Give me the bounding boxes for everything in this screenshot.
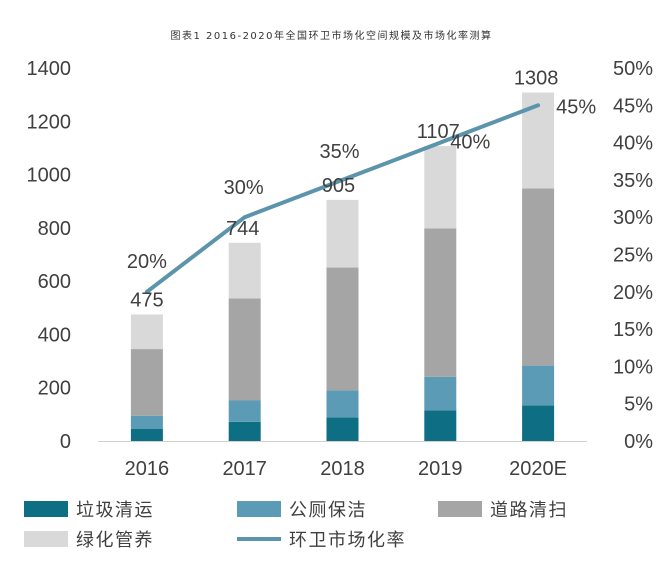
y-right-tick-label: 40% [613,133,653,155]
bar-segment [424,228,457,377]
bar-segment [326,199,359,268]
x-tick-label: 2020E [509,458,567,480]
total-data-label: 905 [322,175,355,197]
total-data-label: 1308 [514,68,559,90]
y-left-tick-label: 600 [38,271,71,293]
bar-segment [522,405,555,441]
bar-segment [130,415,163,430]
total-data-label: 1107 [417,121,460,143]
bar-segment [424,146,457,229]
x-tick-label: 2019 [418,458,463,480]
rate-point [341,178,344,182]
bar-segment [130,349,163,416]
rate-point [243,215,247,219]
y-right-tick-label: 25% [613,245,653,267]
y-right-tick-label: 35% [613,170,653,192]
bar-segment [326,417,359,441]
bar-segment [326,267,359,391]
y-right-tick-label: 20% [613,282,653,304]
rate-point [145,290,149,294]
bar-segment [130,429,163,441]
rate-data-label: 45% [556,96,596,118]
bar-segment [326,390,359,418]
y-left-tick-label: 800 [38,218,71,240]
bar-segment [424,410,457,441]
y-right-tick-label: 30% [613,207,653,229]
rate-data-label: 35% [319,141,359,163]
bar-segment [522,365,555,406]
y-right-tick-label: 50% [613,58,653,80]
bar-segment [228,400,261,422]
bar-segment [130,314,163,350]
total-data-label: 475 [130,289,163,311]
bar-segment [228,242,261,299]
x-tick-label: 2017 [222,458,267,480]
rate-data-label: 30% [224,177,264,199]
bar-segment [424,376,457,411]
y-right-tick-label: 15% [613,319,653,341]
chart-title: 图表1 2016-2020年全国环卫市场化空间规模及市场化率测算 [170,31,493,42]
y-right-tick-label: 5% [624,394,653,416]
rate-data-label: 20% [127,251,167,273]
y-left-tick-label: 1000 [27,165,72,187]
y-left-tick-label: 0 [60,431,71,453]
y-left-tick-label: 200 [38,378,71,400]
rate-point [438,141,442,145]
y-left-tick-label: 400 [38,324,71,346]
total-data-label: 744 [226,218,259,240]
bar-segment [228,421,261,441]
bar-segment [522,188,555,366]
rate-point [536,103,540,107]
y-right-tick-label: 45% [613,95,653,117]
x-tick-label: 2018 [320,458,365,480]
y-right-tick-label: 10% [613,356,653,378]
y-left-tick-label: 1200 [27,111,72,133]
y-right-tick-label: 0% [624,431,653,453]
bar-segment [228,298,261,401]
y-left-tick-label: 1400 [27,58,72,80]
x-tick-label: 2016 [125,458,170,480]
rate-data-label: 40% [450,132,490,154]
